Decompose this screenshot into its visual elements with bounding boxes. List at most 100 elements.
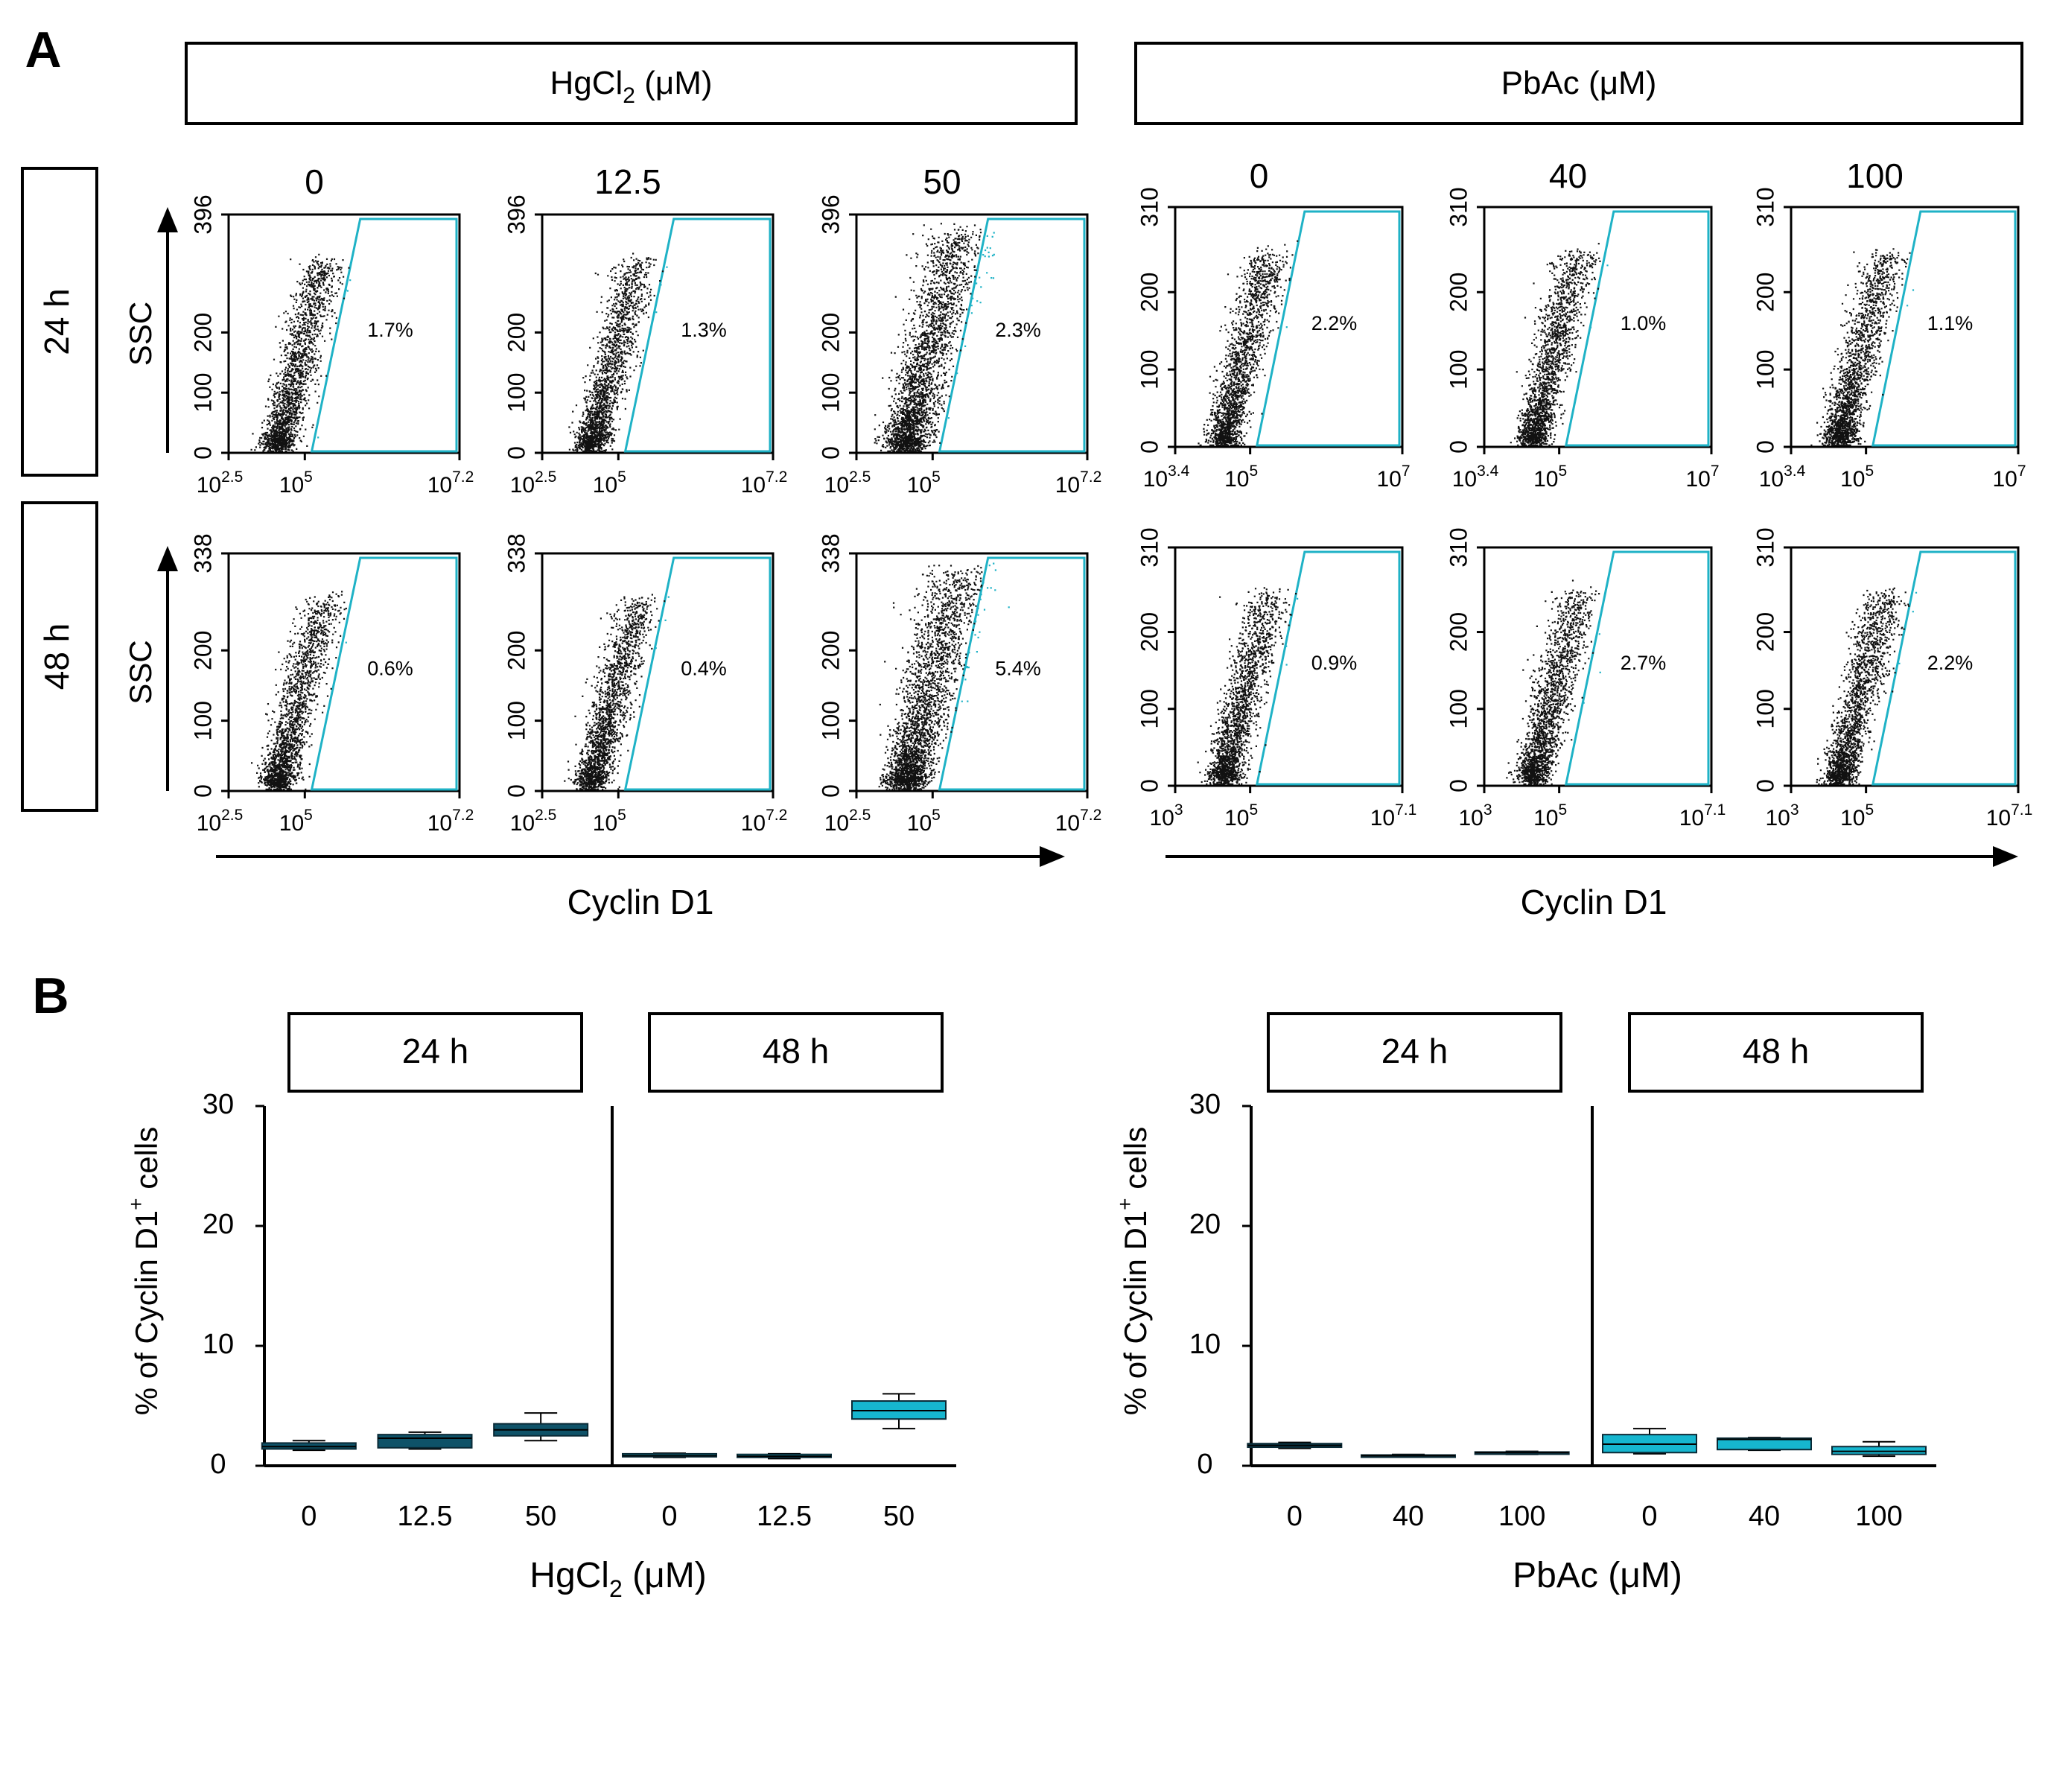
y-tick-label: 0 bbox=[1445, 440, 1472, 454]
gate-outline bbox=[310, 556, 458, 791]
y-tick-label: 0 bbox=[817, 784, 844, 798]
gate-outline bbox=[623, 556, 772, 791]
facet-1: 48 h 0 40 100 bbox=[1602, 1012, 1927, 1532]
treatment-header-text: HgCl2 (μM) bbox=[550, 65, 712, 109]
x-axis-label: HgCl2 (μM) bbox=[530, 1556, 706, 1603]
flow-plot: 338 200 100 0 102.5 105 107.2 0.4% bbox=[503, 533, 787, 836]
y-tick-label: 0 bbox=[1136, 779, 1163, 792]
facet-label-box bbox=[1267, 1012, 1562, 1093]
box-12.5 bbox=[737, 1452, 832, 1460]
y-tick-label: 200 bbox=[1752, 612, 1778, 652]
gate-percent: 2.7% bbox=[1621, 652, 1667, 674]
x-tick-label: 40 bbox=[1749, 1501, 1780, 1532]
facet-label: 48 h bbox=[1743, 1032, 1810, 1070]
x-tick-label: 102.5 bbox=[197, 468, 244, 498]
x-tick-label: 105 bbox=[279, 807, 313, 836]
facet-label-box bbox=[287, 1012, 583, 1093]
y-tick-label: 100 bbox=[1136, 349, 1163, 389]
flow-plot: 396 200 100 0 102.5 105 107.2 2.3% bbox=[817, 194, 1101, 498]
flow-plot: 310 200 100 0 103.4 105 107 1.0% bbox=[1445, 187, 1719, 492]
x-tick-label: 105 bbox=[593, 807, 626, 836]
facet-label: 24 h bbox=[1381, 1032, 1448, 1070]
scatter-events bbox=[874, 223, 982, 452]
x-axis-label: Cyclin D1 bbox=[1521, 883, 1667, 921]
y-tick-label: 100 bbox=[189, 701, 216, 740]
box-0 bbox=[1247, 1441, 1343, 1449]
x-tick-label: 103.4 bbox=[1143, 463, 1190, 492]
gate-outline bbox=[623, 217, 772, 453]
y-tick-label: 20 bbox=[203, 1209, 234, 1240]
y-tick-label: 338 bbox=[817, 533, 844, 573]
x-tick-label: 105 bbox=[907, 468, 941, 498]
x-tick-label: 107.1 bbox=[1370, 801, 1417, 830]
y-tick-label: 200 bbox=[503, 313, 530, 352]
y-tick-label: 310 bbox=[1136, 527, 1163, 567]
box-chart-0: 0 10 20 30 % of Cyclin D1+ cells HgCl2 (μM) 24… bbox=[124, 1012, 956, 1603]
facet-1: 48 h 0 12.5 50 bbox=[622, 1012, 947, 1532]
y-tick-label: 100 bbox=[1445, 349, 1472, 389]
y-tick-label: 310 bbox=[1752, 527, 1778, 567]
gate-percent: 0.6% bbox=[367, 657, 413, 679]
y-tick-label: 200 bbox=[817, 631, 844, 670]
flow-group-1: PbAc (μM) 0 40 100 Cyclin D1 310 200 100 0 103.4 1… bbox=[1134, 42, 2032, 921]
x-tick-label: 0 bbox=[301, 1501, 317, 1532]
x-tick-label: 105 bbox=[279, 468, 313, 498]
scatter-events bbox=[1810, 248, 1911, 446]
y-tick-label: 100 bbox=[1445, 689, 1472, 728]
box-iqr bbox=[1717, 1437, 1812, 1451]
y-tick-label: 0 bbox=[210, 1449, 226, 1480]
x-tick-label: 107 bbox=[1376, 463, 1410, 492]
y-tick-label: 10 bbox=[203, 1329, 234, 1360]
concentration-label: 12.5 bbox=[594, 162, 661, 201]
gate-percent: 1.7% bbox=[367, 319, 413, 341]
y-tick-label: 338 bbox=[189, 533, 216, 573]
box-iqr bbox=[377, 1434, 473, 1449]
gate-outline bbox=[310, 217, 458, 453]
box-0 bbox=[622, 1452, 717, 1458]
x-tick-label: 107.2 bbox=[741, 807, 788, 836]
y-tick-label: 0 bbox=[189, 784, 216, 798]
x-tick-label: 103 bbox=[1149, 801, 1183, 830]
y-tick-label: 396 bbox=[503, 194, 530, 234]
y-tick-label: 200 bbox=[1752, 273, 1778, 312]
x-tick-label: 107.2 bbox=[427, 807, 474, 836]
x-tick-label: 102.5 bbox=[510, 468, 557, 498]
gate-outline bbox=[938, 217, 1086, 453]
y-tick-label: 310 bbox=[1445, 527, 1472, 567]
gate-outline bbox=[938, 556, 1086, 791]
x-tick-label: 12.5 bbox=[757, 1501, 812, 1532]
time-label: 48 h bbox=[37, 623, 76, 690]
x-tick-label: 107.2 bbox=[741, 468, 788, 498]
y-tick-label: 200 bbox=[1445, 612, 1472, 652]
y-tick-label: 100 bbox=[817, 372, 844, 412]
x-tick-label: 107.1 bbox=[1679, 801, 1726, 830]
facet-0: 24 h 0 40 100 bbox=[1247, 1012, 1570, 1532]
time-label-box-24h: 24 h bbox=[21, 167, 98, 477]
flow-plot: 310 200 100 0 103.4 105 107 1.1% bbox=[1752, 187, 2026, 492]
y-tick-label: 310 bbox=[1136, 187, 1163, 226]
flow-plot: 396 200 100 0 102.5 105 107.2 1.3% bbox=[503, 194, 787, 498]
x-tick-label: 102.5 bbox=[197, 807, 244, 836]
x-tick-label: 105 bbox=[1533, 463, 1567, 492]
concentration-label: 50 bbox=[923, 162, 961, 201]
treatment-header: PbAc (μM) bbox=[1134, 42, 2023, 125]
y-tick-label: 100 bbox=[1752, 349, 1778, 389]
gate-percent: 0.4% bbox=[681, 657, 727, 679]
scatter-events bbox=[878, 565, 983, 790]
facet-label-box bbox=[648, 1012, 944, 1093]
x-tick-label: 105 bbox=[1224, 463, 1258, 492]
x-tick-label: 107 bbox=[1685, 463, 1719, 492]
ssc-arrow bbox=[157, 207, 178, 453]
x-tick-label: 50 bbox=[883, 1501, 915, 1532]
y-tick-label: 100 bbox=[1136, 689, 1163, 728]
scatter-events bbox=[568, 252, 664, 452]
y-tick-label: 100 bbox=[503, 701, 530, 740]
gate-percent: 2.3% bbox=[995, 319, 1041, 341]
treatment-header: HgCl2 (μM) bbox=[185, 42, 1078, 125]
y-tick-label: 100 bbox=[1752, 689, 1778, 728]
facet-0: 24 h 0 12.5 50 bbox=[261, 1012, 589, 1532]
x-tick-label: 103.4 bbox=[1452, 463, 1499, 492]
box-iqr bbox=[1831, 1446, 1927, 1455]
box-0 bbox=[1602, 1428, 1697, 1455]
